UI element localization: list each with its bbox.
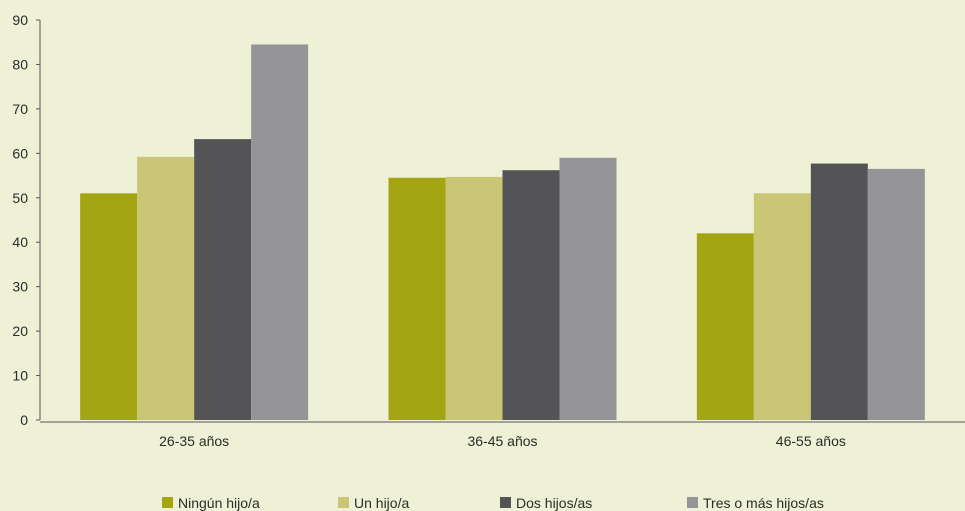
bar-ning-n-hijo-a-2	[388, 177, 446, 420]
legend-item-tres-o-mas-hijos: Tres o más hijos/as	[687, 494, 824, 511]
bar-chart: 0 10 20 30 40 50 60 70 80 90 26-35 años 36-45 años…	[12, 12, 965, 449]
x-axis: 26-35 años 36-45 años 46-55 años	[40, 421, 965, 449]
bar-tres-o-m-s-hijos-as-1	[251, 44, 309, 420]
y-tick-label: 60	[12, 145, 28, 161]
y-tick-label: 50	[12, 190, 28, 206]
bars	[80, 44, 925, 421]
bar-dos-hijos-as-2	[502, 170, 560, 420]
legend-swatch-un-hijo	[338, 497, 349, 508]
y-tick-label: 20	[12, 323, 28, 339]
legend-swatch-ningun-hijo	[162, 497, 173, 508]
bar-ning-n-hijo-a-1	[80, 193, 138, 420]
legend-swatch-tres-o-mas-hijos	[687, 497, 698, 508]
bar-ning-n-hijo-a-3	[696, 233, 754, 420]
legend: Ningún hijo/a Un hijo/a Dos hijos/as Tre…	[0, 494, 965, 511]
legend-swatch-dos-hijos	[500, 497, 511, 508]
x-category-label: 36-45 años	[467, 433, 537, 449]
y-tick-label: 90	[12, 12, 28, 28]
y-tick-label: 40	[12, 234, 28, 250]
bar-un-hijo-a-2	[445, 176, 503, 420]
y-axis: 0 10 20 30 40 50 60 70 80 90	[12, 12, 41, 428]
legend-item-dos-hijos: Dos hijos/as	[500, 494, 592, 511]
bar-un-hijo-a-3	[753, 193, 811, 420]
bar-dos-hijos-as-3	[810, 163, 868, 421]
y-tick-label: 70	[12, 101, 28, 117]
bar-tres-o-m-s-hijos-as-2	[559, 157, 617, 420]
y-tick-label: 0	[20, 412, 28, 428]
x-category-label: 26-35 años	[159, 433, 229, 449]
legend-item-un-hijo: Un hijo/a	[338, 494, 409, 511]
x-category-label: 46-55 años	[776, 433, 846, 449]
legend-item-ningun-hijo: Ningún hijo/a	[162, 494, 260, 511]
legend-label-ningun-hijo: Ningún hijo/a	[178, 494, 260, 511]
legend-label-un-hijo: Un hijo/a	[354, 494, 410, 511]
bar-tres-o-m-s-hijos-as-3	[867, 168, 925, 420]
legend-label-tres-o-mas-hijos: Tres o más hijos/as	[703, 494, 824, 511]
bar-un-hijo-a-1	[137, 156, 195, 420]
bar-dos-hijos-as-1	[194, 139, 252, 420]
y-tick-label: 10	[12, 368, 28, 384]
legend-label-dos-hijos: Dos hijos/as	[516, 494, 593, 511]
y-tick-label: 30	[12, 279, 28, 295]
y-tick-label: 80	[12, 56, 28, 72]
